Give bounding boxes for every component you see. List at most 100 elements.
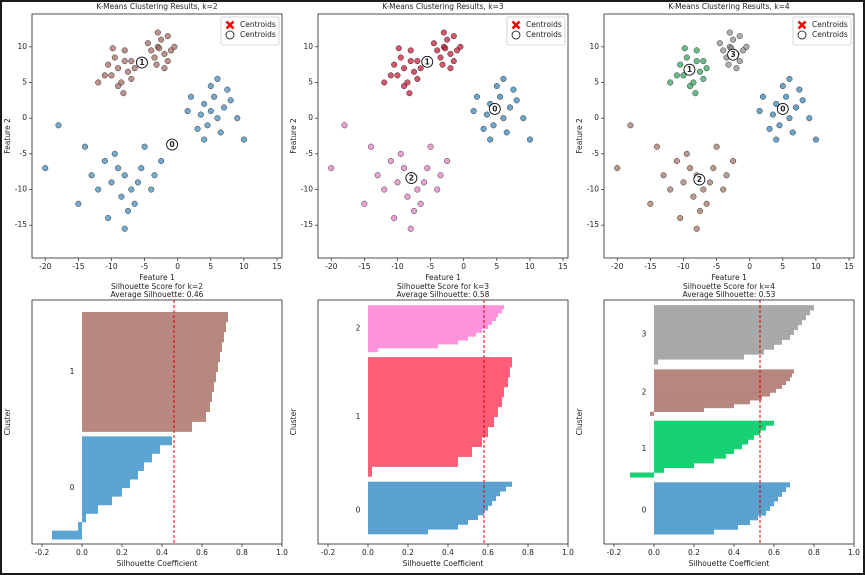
- x-axis-label: Feature 1: [711, 273, 747, 282]
- point: [693, 47, 700, 54]
- silhouette-bar: [654, 373, 792, 378]
- x-tick-label: 0.8: [808, 548, 820, 557]
- silhouette-bar: [78, 522, 82, 531]
- silhouette-bar: [368, 446, 472, 457]
- point: [224, 86, 231, 93]
- point: [700, 186, 707, 193]
- x-tick-label: 0.6: [768, 548, 780, 557]
- x-tick-label: 10: [525, 262, 535, 271]
- point: [766, 125, 773, 132]
- x-tick-label: 0.4: [156, 548, 168, 557]
- silhouette-bar: [368, 324, 488, 329]
- silhouette-bar: [654, 467, 664, 473]
- point: [367, 143, 374, 150]
- point: [128, 186, 135, 193]
- legend-marker: [225, 30, 235, 40]
- y-tick-label: -10: [587, 185, 599, 194]
- point: [520, 115, 527, 122]
- silhouette-bar: [654, 359, 658, 365]
- centroid-label: 0: [780, 104, 785, 113]
- centroid: [405, 172, 418, 185]
- cluster-label: 1: [642, 444, 647, 453]
- point: [700, 75, 707, 82]
- chart-subtitle: Average Silhouette: 0.58: [397, 290, 490, 299]
- chart-subtitle: Average Silhouette: 0.46: [111, 290, 204, 299]
- silhouette-bar: [654, 384, 782, 389]
- plot-area: [32, 14, 282, 258]
- silhouette-bar: [82, 487, 122, 497]
- x-tick-label: -15: [644, 262, 656, 271]
- point: [713, 143, 720, 150]
- silhouette-bar: [654, 334, 790, 340]
- point: [401, 65, 408, 72]
- cluster-label: 1: [70, 367, 75, 376]
- silhouette-bar: [654, 463, 694, 469]
- silhouette-bar: [654, 430, 760, 436]
- silhouette-bar: [654, 425, 766, 431]
- silhouette-bar: [368, 320, 492, 325]
- silhouette-bar: [654, 392, 770, 397]
- point: [773, 100, 780, 107]
- point: [381, 186, 388, 193]
- point: [687, 165, 694, 172]
- point: [108, 72, 115, 79]
- x-tick-label: 10: [239, 262, 249, 271]
- point: [667, 79, 674, 86]
- silhouette-bar: [368, 515, 478, 521]
- point: [444, 157, 451, 164]
- point: [414, 186, 421, 193]
- y-axis-label: Cluster: [3, 408, 12, 436]
- point: [121, 172, 128, 179]
- point: [207, 83, 214, 90]
- point: [726, 29, 733, 36]
- silhouette-bar: [82, 411, 206, 422]
- x-tick-label: 0.4: [442, 548, 454, 557]
- silhouette-bar: [654, 354, 744, 360]
- x-tick-label: 0.6: [482, 548, 494, 557]
- point: [680, 72, 687, 79]
- x-tick-label: 0.8: [236, 548, 248, 557]
- legend-box: [792, 16, 852, 46]
- legend-marker: [797, 30, 807, 40]
- point: [690, 193, 697, 200]
- point: [414, 75, 421, 82]
- point: [125, 68, 132, 75]
- point: [194, 125, 201, 132]
- point: [786, 75, 793, 82]
- centroid-label: 1: [687, 65, 692, 74]
- point: [756, 108, 763, 115]
- point: [406, 90, 413, 97]
- y-tick-label: 10: [303, 42, 313, 51]
- silhouette-bar: [654, 444, 742, 450]
- point: [214, 115, 221, 122]
- silhouette-bar: [654, 305, 814, 311]
- subplot: K-Means Clustering Results, k=4 Feature 1…: [575, 2, 855, 282]
- y-tick-label: 0: [308, 113, 313, 122]
- silhouette-bar: [368, 367, 510, 378]
- point: [95, 186, 102, 193]
- x-tick-label: 0.2: [116, 548, 128, 557]
- y-tick-label: 0: [594, 113, 599, 122]
- point: [109, 45, 116, 52]
- silhouette-bar: [654, 377, 790, 382]
- point: [151, 54, 158, 61]
- point: [683, 150, 690, 157]
- x-tick-label: -15: [358, 262, 370, 271]
- plot-frame: [31, 13, 283, 259]
- x-tick-label: 1.0: [562, 548, 574, 557]
- point: [480, 125, 487, 132]
- silhouette-bar: [368, 519, 468, 525]
- silhouette-bar: [654, 344, 774, 350]
- y-tick-label: -10: [301, 185, 313, 194]
- point: [151, 172, 158, 179]
- point: [407, 225, 414, 232]
- legend-label: Centroids: [240, 20, 276, 29]
- point: [450, 58, 457, 65]
- legend-box: [220, 16, 280, 46]
- centroid: [135, 56, 148, 69]
- x-tick-label: 0: [461, 262, 466, 271]
- point: [437, 172, 444, 179]
- silhouette-bar: [82, 371, 216, 383]
